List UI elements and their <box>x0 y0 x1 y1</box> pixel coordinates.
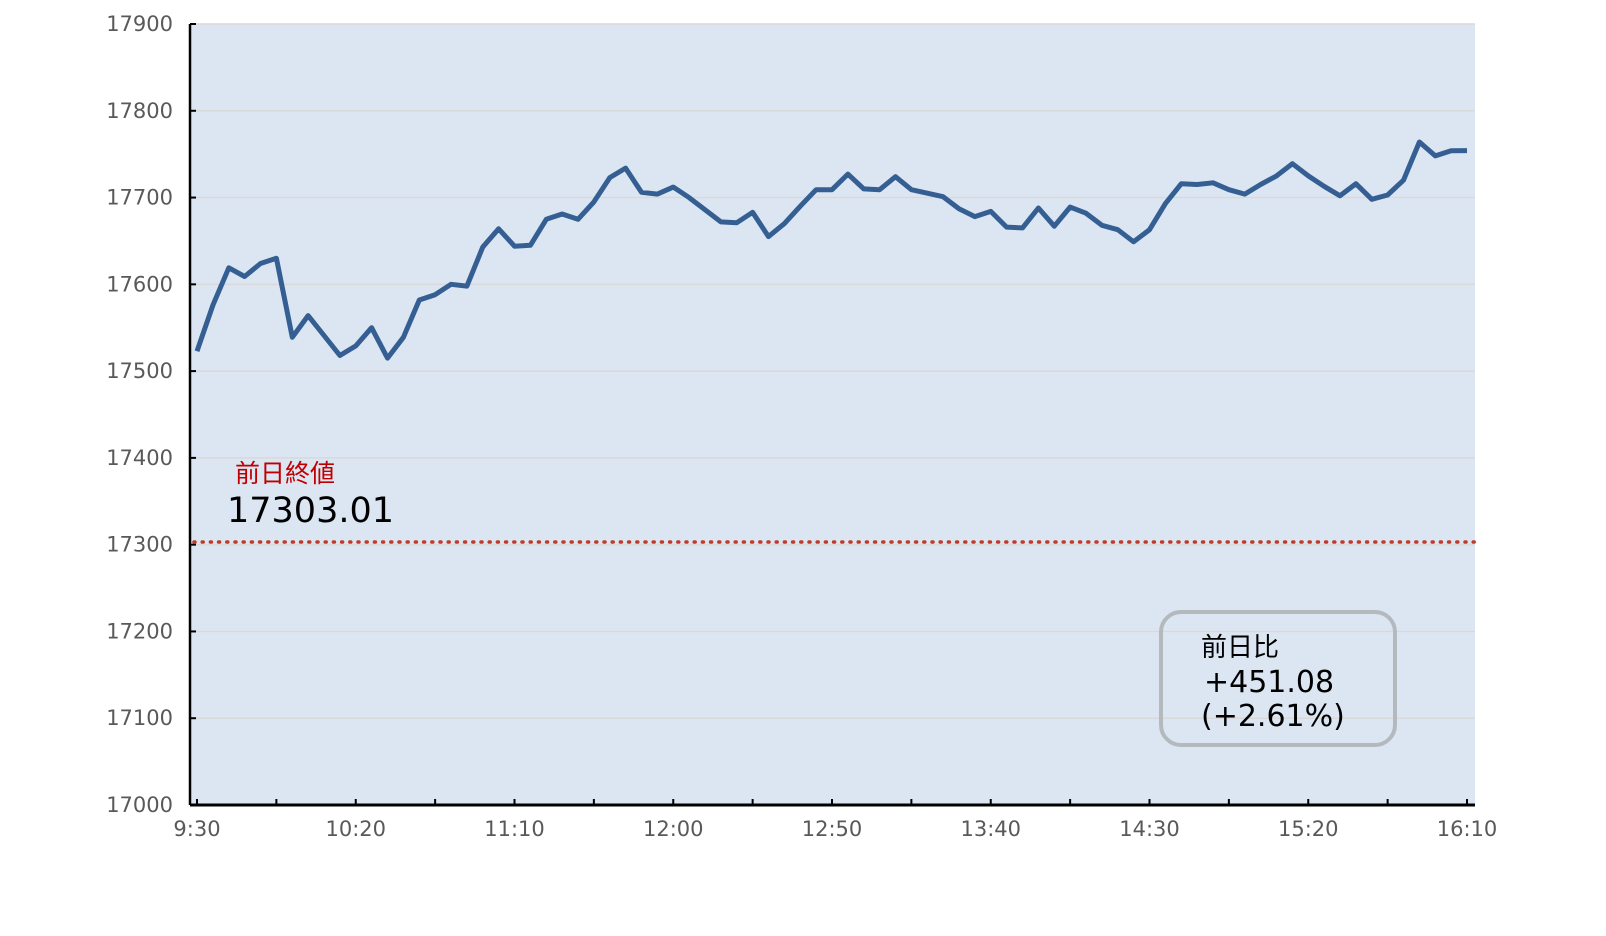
y-tick-label: 17900 <box>106 12 173 36</box>
y-tick-label: 17400 <box>106 446 173 470</box>
y-tick-label: 17100 <box>106 706 173 730</box>
y-tick-label: 17000 <box>106 793 173 817</box>
x-tick-label: 10:20 <box>325 817 386 841</box>
x-tick-label: 9:30 <box>173 817 220 841</box>
y-tick-label: 17600 <box>106 272 173 296</box>
x-tick-label: 16:10 <box>1437 817 1498 841</box>
x-tick-label: 11:10 <box>484 817 545 841</box>
y-tick-label: 17500 <box>106 359 173 383</box>
x-tick-label: 12:00 <box>643 817 704 841</box>
previous-close-value: 17303.01 <box>227 491 394 531</box>
change-label: 前日比 <box>1201 633 1279 663</box>
y-tick-label: 17300 <box>106 533 173 557</box>
y-tick-label: 17700 <box>106 186 173 210</box>
previous-close-label: 前日終値 <box>235 459 335 488</box>
change-value: +451.08 <box>1204 665 1334 700</box>
x-tick-label: 15:20 <box>1278 817 1339 841</box>
y-tick-label: 17200 <box>106 619 173 643</box>
y-axis-ticks: 17000 17100 17200 17300 17400 17500 17600 17700… <box>106 12 196 817</box>
x-tick-label: 14:30 <box>1119 817 1180 841</box>
change-percent: (+2.61%) <box>1201 699 1345 734</box>
y-tick-label: 17800 <box>106 99 173 123</box>
x-tick-label: 12:50 <box>802 817 863 841</box>
x-tick-label: 13:40 <box>960 817 1021 841</box>
